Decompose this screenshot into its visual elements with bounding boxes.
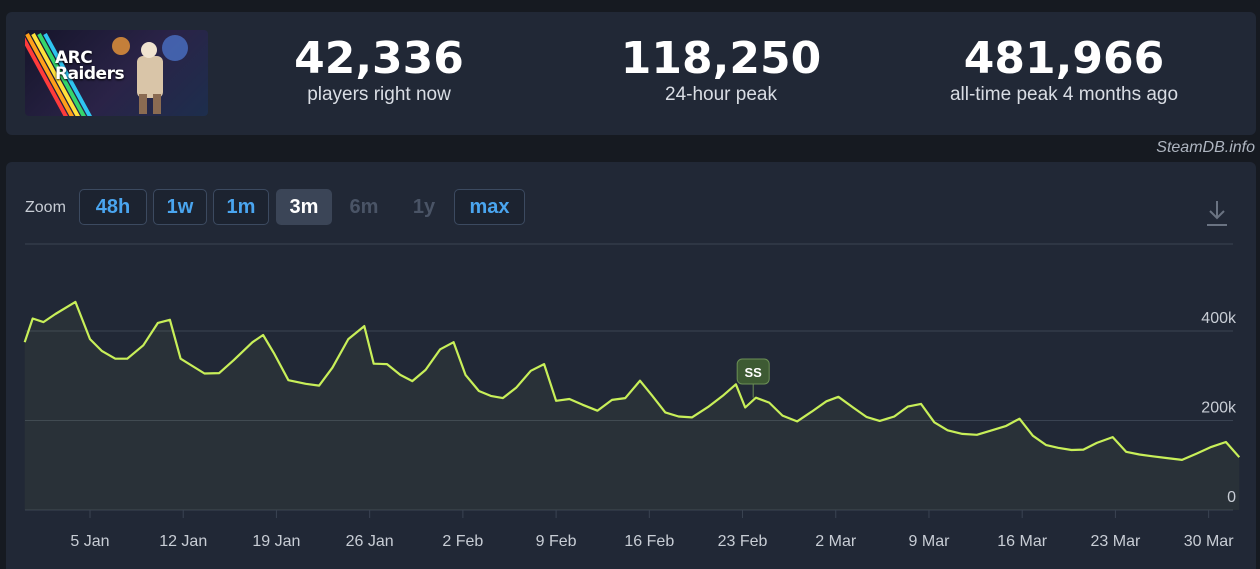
stat-24h-peak: 118,250 24-hour peak xyxy=(581,30,861,106)
area-layer xyxy=(24,301,1240,510)
zoom-1y-button: 1y xyxy=(412,196,436,218)
stat-players-now: 42,336 players right now xyxy=(239,30,519,106)
stat-all-time-peak: 481,966 all-time peak 4 months ago xyxy=(924,30,1204,106)
stat-label: 24-hour peak xyxy=(665,84,777,105)
player-count-chart: 5 Jan 12 Jan 19 Jan 26 Jan 2 Feb 9 Feb 16 Feb 2… xyxy=(23,243,1241,550)
x-tick-label: 26 Jan xyxy=(346,533,394,550)
zoom-label: Zoom xyxy=(25,199,66,216)
y-tick-label: 400k xyxy=(1201,310,1237,327)
zoom-48h-button[interactable]: 48h xyxy=(79,189,147,225)
zoom-max-button[interactable]: max xyxy=(454,189,525,225)
annotation-layer: SS xyxy=(736,358,770,398)
x-tick-label: 9 Feb xyxy=(536,533,577,550)
stat-label: players right now xyxy=(307,84,451,105)
download-button[interactable] xyxy=(1204,198,1230,228)
steamdb-credit[interactable]: SteamDB.info xyxy=(1156,139,1255,156)
x-tick-label: 9 Mar xyxy=(909,533,951,550)
stat-value: 118,250 xyxy=(620,33,822,84)
y-axis: 0 200k 400k xyxy=(1201,310,1237,506)
zoom-6m-button: 6m xyxy=(349,196,379,218)
stat-label: all-time peak 4 months ago xyxy=(949,84,1179,105)
game-logo: ARC Raiders xyxy=(55,48,125,84)
series-line xyxy=(23,300,1241,461)
x-tick-label: 23 Mar xyxy=(1091,533,1141,550)
chart-panel: Zoom 48h 1w 1m 3m 6m 1y max 5 Jan 12 Jan 1… xyxy=(6,162,1256,569)
x-tick-label: 19 Jan xyxy=(252,533,300,550)
game-banner-art xyxy=(25,33,188,116)
grid-layer xyxy=(25,243,1233,511)
x-tick-label: 16 Feb xyxy=(624,533,674,550)
x-tick-label: 30 Mar xyxy=(1184,533,1234,550)
x-tick-label: 5 Jan xyxy=(70,533,109,550)
game-banner[interactable]: ARC Raiders xyxy=(25,30,208,116)
stats-panel: ARC Raiders 42,336 players right now 118… xyxy=(6,12,1256,135)
stat-value: 481,966 xyxy=(963,33,1165,84)
annotation-label: SS xyxy=(745,365,763,380)
x-axis: 5 Jan 12 Jan 19 Jan 26 Jan 2 Feb 9 Feb 16 Feb 2… xyxy=(70,510,1234,550)
y-tick-label: 200k xyxy=(1201,400,1237,417)
zoom-1w-button[interactable]: 1w xyxy=(153,189,207,225)
x-tick-label: 2 Feb xyxy=(442,533,483,550)
annotation-marker xyxy=(736,358,770,385)
x-tick-label: 16 Mar xyxy=(997,533,1047,550)
zoom-1m-button[interactable]: 1m xyxy=(213,189,269,225)
zoom-3m-button[interactable]: 3m xyxy=(276,189,332,225)
x-tick-label: 2 Mar xyxy=(815,533,857,550)
line-layer xyxy=(23,300,1241,461)
download-icon xyxy=(1207,201,1227,226)
x-tick-label: 23 Feb xyxy=(718,533,768,550)
stat-value: 42,336 xyxy=(294,33,464,84)
series-area xyxy=(24,301,1240,510)
y-tick-label: 0 xyxy=(1227,489,1236,506)
x-tick-label: 12 Jan xyxy=(159,533,207,550)
